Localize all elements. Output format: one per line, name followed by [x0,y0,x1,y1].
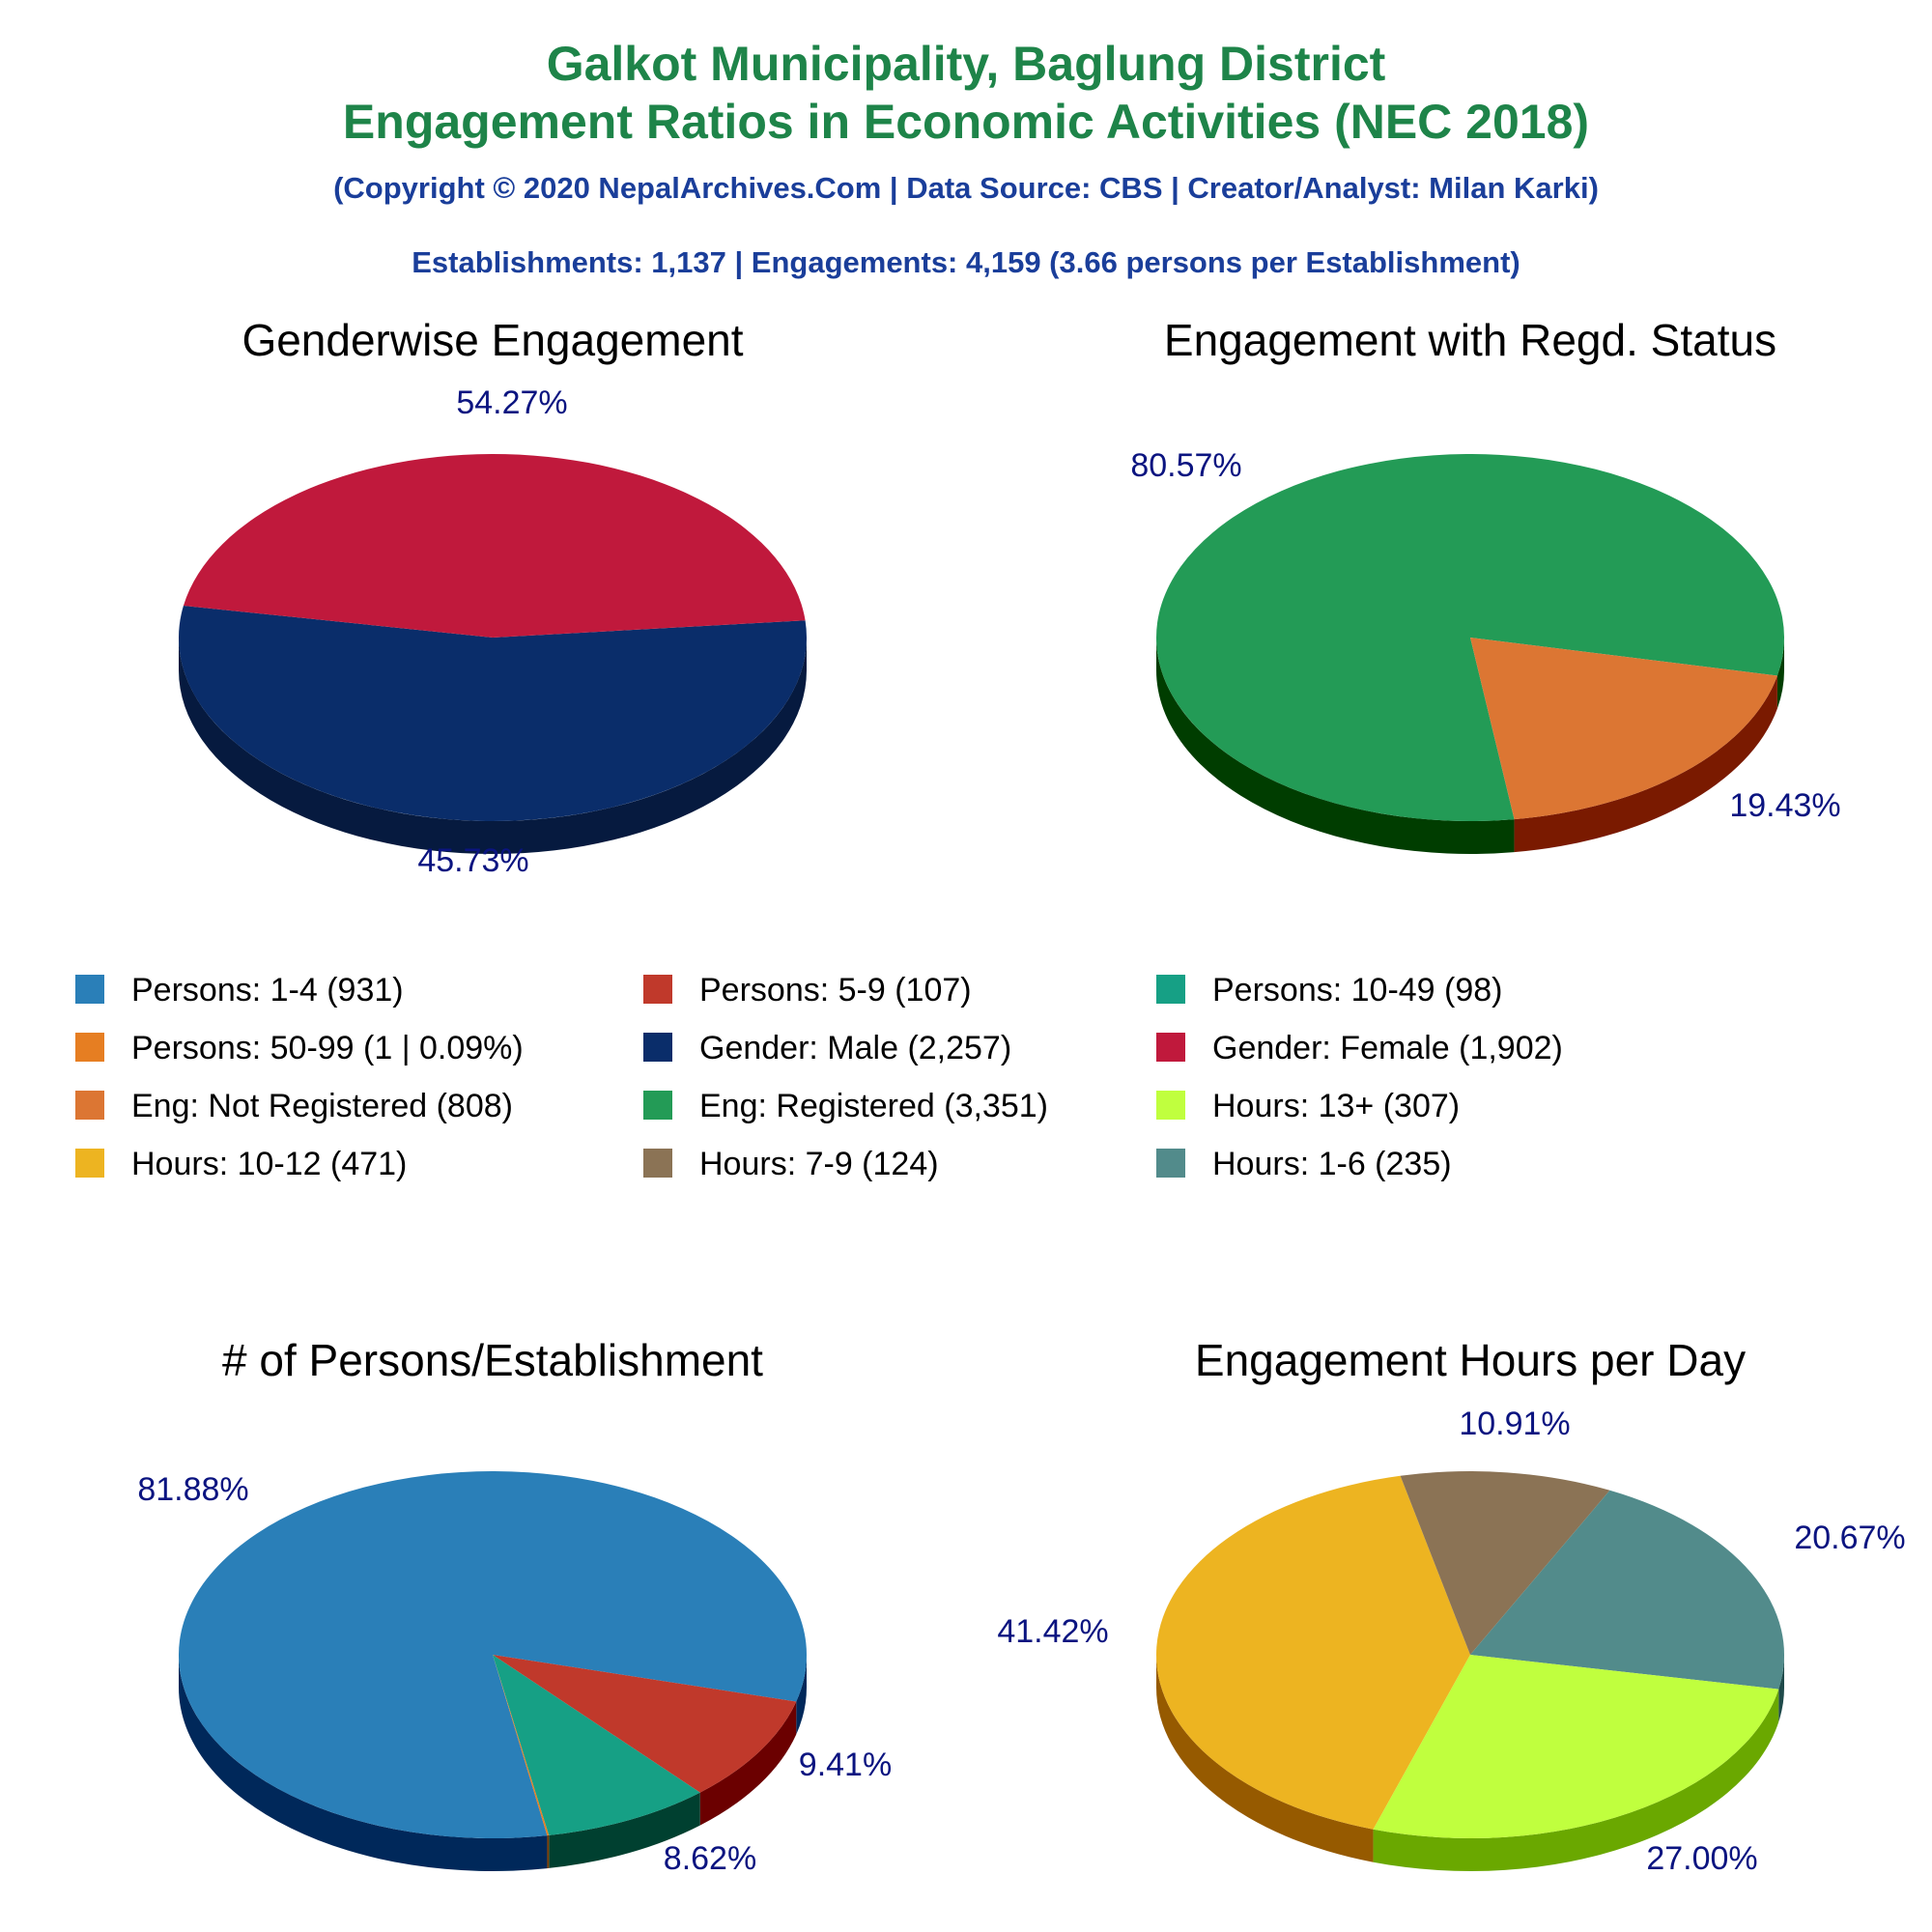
legend-swatch [75,1149,104,1178]
pie-slice-4-2 [1400,1471,1610,1655]
legend-label: Persons: 1-4 (931) [131,972,404,1009]
legend-item: Persons: 50-99 (1 | 0.09%) [75,1030,524,1066]
pie-side-3-4 [547,1834,550,1869]
legend-label: Gender: Female (1,902) [1212,1030,1563,1066]
legend-item: Eng: Registered (3,351) [643,1088,1048,1124]
pie-label-1-2: 45.73% [417,842,528,879]
legend-item: Hours: 13+ (307) [1156,1088,1460,1124]
pie-chart-1: Genderwise Engagement 54.27% 45.73% [179,315,808,879]
pie-slice-3-1 [179,1471,808,1839]
pie-label-4-4: 27.00% [1646,1840,1757,1877]
pie-side-2-1 [1776,638,1784,709]
pie-slice-3-2 [493,1655,797,1793]
summary-line: Establishments: 1,137 | Engagements: 4,1… [412,245,1520,279]
pie-slice-2-1 [1156,454,1784,822]
legend-label: Persons: 50-99 (1 | 0.09%) [131,1030,524,1066]
pie-title-2: Engagement with Regd. Status [1164,315,1776,365]
pie-side-4-3 [1778,1655,1784,1722]
pie-label-4-3: 20.67% [1794,1520,1905,1556]
pie-slice-4-4 [1373,1655,1779,1838]
pie-slice-4-1 [1155,1475,1470,1830]
legend-item: Persons: 5-9 (107) [643,972,972,1009]
legend-label: Persons: 10-49 (98) [1212,972,1503,1009]
pie-slice-3-4 [493,1655,550,1836]
legend-label: Gender: Male (2,257) [699,1030,1011,1066]
pie-side-1-1 [179,638,807,854]
legend-swatch [1156,975,1185,1004]
legend-swatch [643,1149,672,1178]
pie-label-3-3: 8.62% [664,1840,756,1877]
pie-chart-2: Engagement with Regd. Status 80.57% 19.43% [1130,315,1841,854]
pie-label-2-2: 19.43% [1729,787,1840,824]
title-line-2: Engagement Ratios in Economic Activities… [342,95,1590,149]
pie-side-3-1 [179,1655,548,1872]
pie-side-3-3 [549,1792,700,1868]
legend: Persons: 1-4 (931) Persons: 5-9 (107) Pers… [75,972,1563,1182]
pie-slice-2-2 [1470,638,1777,820]
pie-chart-3: # of Persons/Establishment 81.88% 9.41% 8.6… [137,1335,892,1877]
pie-label-3-2: 9.41% [799,1747,892,1783]
pie-side-3-1 [796,1655,808,1735]
legend-label: Hours: 13+ (307) [1212,1088,1460,1124]
pie-side-4-1 [1156,1655,1374,1862]
legend-swatch [1156,1149,1185,1178]
pie-side-4-4 [1373,1689,1779,1871]
legend-item: Persons: 1-4 (931) [75,972,404,1009]
legend-swatch [75,975,104,1004]
pie-label-3-1: 81.88% [137,1471,248,1508]
legend-label: Hours: 10-12 (471) [131,1146,407,1182]
pie-title-4: Engagement Hours per Day [1195,1335,1746,1385]
legend-label: Eng: Registered (3,351) [699,1088,1048,1124]
legend-label: Eng: Not Registered (808) [131,1088,513,1124]
pie-title-1: Genderwise Engagement [242,315,743,365]
legend-swatch [643,1033,672,1062]
legend-item: Hours: 1-6 (235) [1156,1146,1452,1182]
pie-label-1-1: 54.27% [456,384,567,421]
legend-swatch [75,1091,104,1120]
pie-side-3-2 [699,1701,797,1826]
pie-title-3: # of Persons/Establishment [222,1335,763,1385]
legend-label: Hours: 7-9 (124) [699,1146,939,1182]
pie-side-2-1 [1156,638,1515,854]
legend-item: Hours: 7-9 (124) [643,1146,939,1182]
title-line-1: Galkot Municipality, Baglung District [546,37,1386,91]
pie-label-2-1: 80.57% [1130,447,1241,484]
pie-slice-1-1 [179,606,808,821]
legend-item: Gender: Female (1,902) [1156,1030,1563,1066]
copyright-line: (Copyright © 2020 NepalArchives.Com | Da… [333,171,1599,205]
legend-swatch [643,1091,672,1120]
legend-swatch [643,975,672,1004]
pie-slice-3-3 [493,1655,700,1835]
pie-chart-4: Engagement Hours per Day 41.42% 10.91% 20.6… [997,1335,1905,1877]
pie-label-4-2: 10.91% [1459,1406,1570,1442]
pie-slice-1-2 [183,454,806,638]
legend-item: Persons: 10-49 (98) [1156,972,1503,1009]
legend-label: Hours: 1-6 (235) [1212,1146,1452,1182]
legend-swatch [1156,1091,1185,1120]
legend-item: Hours: 10-12 (471) [75,1146,407,1182]
legend-swatch [75,1033,104,1062]
legend-item: Gender: Male (2,257) [643,1030,1011,1066]
pie-label-4-1: 41.42% [997,1613,1108,1650]
legend-item: Eng: Not Registered (808) [75,1088,513,1124]
pie-side-2-2 [1514,675,1777,853]
legend-label: Persons: 5-9 (107) [699,972,972,1009]
pie-slice-4-3 [1470,1490,1784,1690]
legend-swatch [1156,1033,1185,1062]
